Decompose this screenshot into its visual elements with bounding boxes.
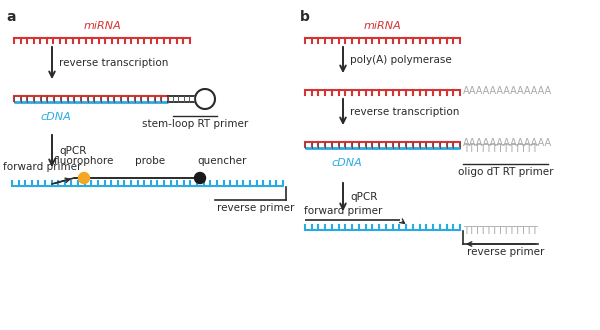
Text: forward primer: forward primer: [304, 206, 382, 216]
Text: reverse transcription: reverse transcription: [350, 107, 460, 117]
Text: fluorophore: fluorophore: [54, 156, 114, 166]
Circle shape: [194, 173, 205, 183]
Text: quencher: quencher: [197, 156, 247, 166]
Text: cDNA: cDNA: [41, 112, 71, 122]
Text: AAAAAAAAAAAAA: AAAAAAAAAAAAA: [463, 86, 552, 96]
Text: TTTTTTTTTTTTT: TTTTTTTTTTTTT: [463, 226, 538, 236]
Text: forward primer: forward primer: [3, 162, 82, 172]
Text: a: a: [6, 10, 16, 24]
Text: AAAAAAAAAAAAA: AAAAAAAAAAAAA: [463, 138, 552, 148]
Text: oligo dT RT primer: oligo dT RT primer: [458, 167, 553, 177]
Text: reverse transcription: reverse transcription: [59, 58, 169, 68]
Text: miRNA: miRNA: [83, 21, 121, 31]
Text: TTTTTTTTTTTTT: TTTTTTTTTTTTT: [463, 144, 538, 154]
Text: probe: probe: [135, 156, 165, 166]
Text: stem-loop RT primer: stem-loop RT primer: [142, 119, 248, 129]
Text: reverse primer: reverse primer: [217, 203, 294, 213]
Text: qPCR: qPCR: [350, 192, 377, 202]
Text: cDNA: cDNA: [332, 158, 362, 168]
Text: poly(A) polymerase: poly(A) polymerase: [350, 55, 452, 65]
Text: miRNA: miRNA: [364, 21, 401, 31]
Text: reverse primer: reverse primer: [467, 247, 544, 257]
Circle shape: [79, 173, 89, 183]
Text: b: b: [300, 10, 310, 24]
Text: qPCR: qPCR: [59, 146, 86, 156]
